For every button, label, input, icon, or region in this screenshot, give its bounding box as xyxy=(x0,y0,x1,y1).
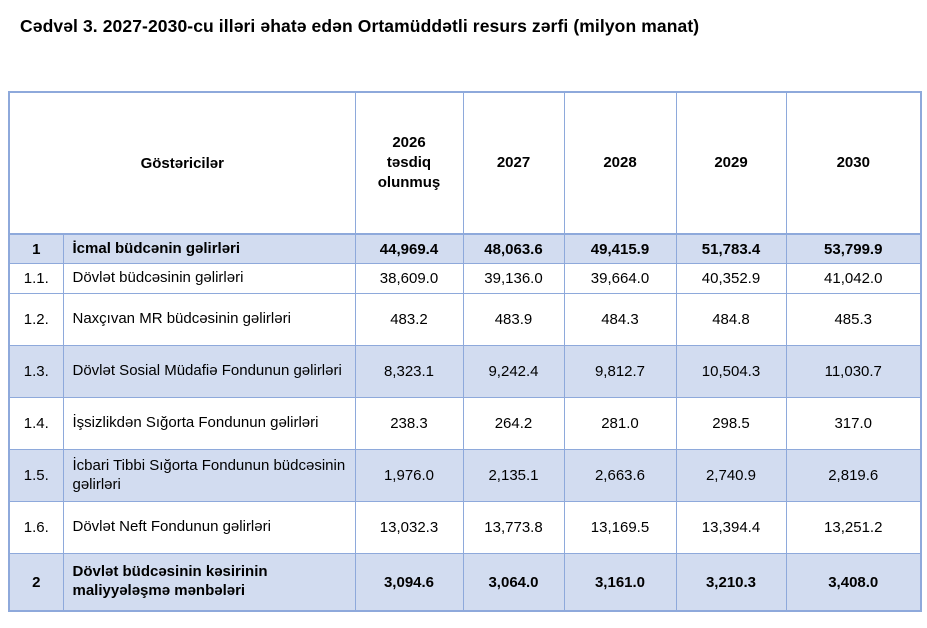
header-year-2029: 2029 xyxy=(675,91,787,235)
row-value: 39,664.0 xyxy=(563,263,677,294)
table-row: 1.3. Dövlət Sosial Müdafiə Fondunun gəlir… xyxy=(8,345,922,398)
row-value: 13,032.3 xyxy=(354,501,464,554)
table-row: 1.5. İcbari Tibbi Sığorta Fondunun büdcəs… xyxy=(8,449,922,502)
header-row: Göstəricilər 2026 təsdiq olunmuş 2027 20… xyxy=(8,91,922,235)
row-value: 9,812.7 xyxy=(563,345,677,398)
row-value: 49,415.9 xyxy=(563,233,677,264)
row-value: 3,064.0 xyxy=(462,553,565,612)
row-value: 13,394.4 xyxy=(675,501,787,554)
row-value: 281.0 xyxy=(563,397,677,450)
table-header: Göstəricilər 2026 təsdiq olunmuş 2027 20… xyxy=(8,91,922,235)
row-label: İcmal büdcənin gəlirləri xyxy=(62,233,356,264)
row-value: 483.9 xyxy=(462,293,565,346)
row-value: 484.3 xyxy=(563,293,677,346)
row-number: 1.6. xyxy=(8,501,64,554)
row-value: 3,210.3 xyxy=(675,553,787,612)
header-year-2028: 2028 xyxy=(563,91,677,235)
row-value: 13,251.2 xyxy=(785,501,922,554)
row-value: 317.0 xyxy=(785,397,922,450)
table-row: 1.6. Dövlət Neft Fondunun gəlirləri 13,032… xyxy=(8,501,922,554)
row-value: 3,094.6 xyxy=(354,553,464,612)
row-value: 264.2 xyxy=(462,397,565,450)
row-label: Dövlət Sosial Müdafiə Fondunun gəlirləri xyxy=(62,345,356,398)
resource-table: Göstəricilər 2026 təsdiq olunmuş 2027 20… xyxy=(8,91,922,612)
row-value: 2,663.6 xyxy=(563,449,677,502)
row-number: 1.3. xyxy=(8,345,64,398)
row-value: 2,135.1 xyxy=(462,449,565,502)
row-value: 51,783.4 xyxy=(675,233,787,264)
row-value: 484.8 xyxy=(675,293,787,346)
row-number: 1 xyxy=(8,233,64,264)
row-label: Naxçıvan MR büdcəsinin gəlirləri xyxy=(62,293,356,346)
table-row: 1.4. İşsizlikdən Sığorta Fondunun gəlirlə… xyxy=(8,397,922,450)
row-value: 13,773.8 xyxy=(462,501,565,554)
row-value: 1,976.0 xyxy=(354,449,464,502)
table-body: 1 İcmal büdcənin gəlirləri 44,969.4 48,063.… xyxy=(8,233,922,612)
row-label: Dövlət Neft Fondunun gəlirləri xyxy=(62,501,356,554)
row-number: 1.1. xyxy=(8,263,64,294)
header-year-2026: 2026 təsdiq olunmuş xyxy=(354,91,464,235)
row-value: 483.2 xyxy=(354,293,464,346)
row-number: 2 xyxy=(8,553,64,612)
row-value: 9,242.4 xyxy=(462,345,565,398)
row-number: 1.5. xyxy=(8,449,64,502)
row-value: 13,169.5 xyxy=(563,501,677,554)
row-value: 3,408.0 xyxy=(785,553,922,612)
row-number: 1.4. xyxy=(8,397,64,450)
row-value: 10,504.3 xyxy=(675,345,787,398)
row-label: İcbari Tibbi Sığorta Fondunun büdcəsinin… xyxy=(62,449,356,502)
table-row: 1.1. Dövlət büdcəsinin gəlirləri 38,609.0 3… xyxy=(8,263,922,294)
table-row: 1.2. Naxçıvan MR büdcəsinin gəlirləri 483.… xyxy=(8,293,922,346)
row-label: İşsizlikdən Sığorta Fondunun gəlirləri xyxy=(62,397,356,450)
row-number: 1.2. xyxy=(8,293,64,346)
row-value: 48,063.6 xyxy=(462,233,565,264)
row-label: Dövlət büdcəsinin gəlirləri xyxy=(62,263,356,294)
row-value: 8,323.1 xyxy=(354,345,464,398)
header-year-2027: 2027 xyxy=(462,91,565,235)
row-value: 2,740.9 xyxy=(675,449,787,502)
row-value: 40,352.9 xyxy=(675,263,787,294)
header-indicators: Göstəricilər xyxy=(8,91,356,235)
row-value: 2,819.6 xyxy=(785,449,922,502)
row-value: 44,969.4 xyxy=(354,233,464,264)
row-value: 485.3 xyxy=(785,293,922,346)
row-value: 11,030.7 xyxy=(785,345,922,398)
row-value: 3,161.0 xyxy=(563,553,677,612)
row-value: 238.3 xyxy=(354,397,464,450)
page-title: Cədvəl 3. 2027-2030-cu illəri əhatə edən… xyxy=(20,16,700,36)
row-value: 39,136.0 xyxy=(462,263,565,294)
row-value: 298.5 xyxy=(675,397,787,450)
row-label: Dövlət büdcəsinin kəsirinin maliyyələşmə… xyxy=(62,553,356,612)
header-year-2030: 2030 xyxy=(785,91,922,235)
row-value: 38,609.0 xyxy=(354,263,464,294)
row-value: 41,042.0 xyxy=(785,263,922,294)
table-row: 1 İcmal büdcənin gəlirləri 44,969.4 48,063.… xyxy=(8,233,922,264)
row-value: 53,799.9 xyxy=(785,233,922,264)
table-row: 2 Dövlət büdcəsinin kəsirinin maliyyələşm… xyxy=(8,553,922,612)
